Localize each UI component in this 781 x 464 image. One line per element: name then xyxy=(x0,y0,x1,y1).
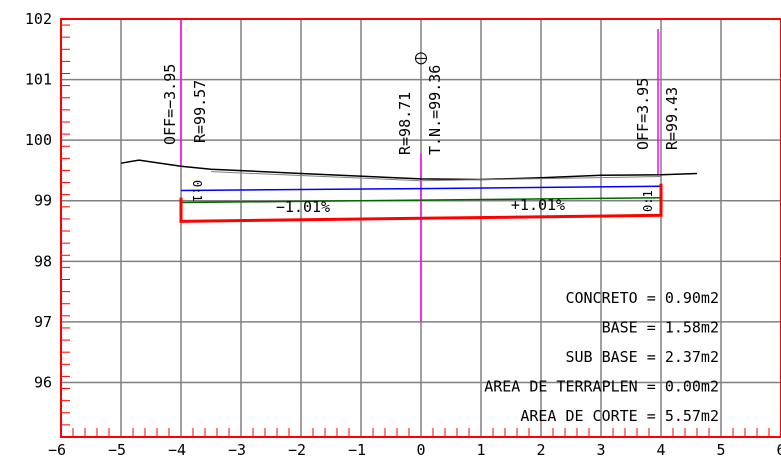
x-tick-label: −2 xyxy=(288,441,306,459)
right-slope-label: +1.01% xyxy=(511,196,565,214)
area-row: AREA DE TERRAPLEN = 0.00m2 xyxy=(484,378,719,396)
center-elevation-label: R=98.71 xyxy=(396,92,414,155)
area-row-value: 0.00m2 xyxy=(665,378,719,396)
y-tick-label: 98 xyxy=(34,252,52,270)
left-talud-label: 0:1 xyxy=(190,180,204,202)
tick-labels: −6 −5 −4 −3 −2 −1 0 1 2 3 4 5 6 102 101 100 99 98 97 96 xyxy=(25,10,781,459)
subgrade-line xyxy=(180,185,662,192)
area-row-name: AREA DE CORTE = xyxy=(520,407,665,425)
x-tick-label: 2 xyxy=(536,441,545,459)
section-geometry xyxy=(120,19,698,322)
right-elevation-label: R=99.43 xyxy=(663,87,681,150)
x-tick-label: −6 xyxy=(48,441,66,459)
area-row-value: 1.58m2 xyxy=(665,319,719,337)
ground-offset-line xyxy=(420,176,662,182)
x-tick-label: −3 xyxy=(228,441,246,459)
center-ground-label: T.N.=99.36 xyxy=(426,65,444,155)
drawing-frame xyxy=(60,18,781,438)
area-row: BASE = 1.58m2 xyxy=(602,319,719,337)
annotations: OFF=−3.95 R=99.57 R=98.71 T.N.=99.36 OFF=3.9… xyxy=(161,64,681,216)
left-elevation-label: R=99.57 xyxy=(191,80,209,143)
ground-offset-line xyxy=(210,171,422,182)
right-offset-label: OFF=3.95 xyxy=(634,78,652,150)
x-tick-label: 6 xyxy=(776,441,781,459)
y-tick-label: 96 xyxy=(34,373,52,391)
right-talud-label: 0:1 xyxy=(641,190,655,212)
area-row-name: CONCRETO = xyxy=(565,289,664,307)
area-row-name: SUB BASE = xyxy=(565,348,664,366)
x-tick-label: 5 xyxy=(716,441,725,459)
area-row: AREA DE CORTE = 5.57m2 xyxy=(520,407,719,425)
y-tick-label: 99 xyxy=(34,192,52,210)
y-tick-label: 101 xyxy=(25,71,52,89)
area-row-name: AREA DE TERRAPLEN = xyxy=(484,378,665,396)
area-row-value: 0.90m2 xyxy=(665,289,719,307)
x-tick-label: −5 xyxy=(108,441,126,459)
ground-line xyxy=(120,159,698,181)
y-tick-label: 97 xyxy=(34,313,52,331)
x-tick-label: 3 xyxy=(596,441,605,459)
x-tick-label: −4 xyxy=(168,441,186,459)
area-row: SUB BASE = 2.37m2 xyxy=(565,348,719,366)
x-tick-label: 1 xyxy=(476,441,485,459)
axis-minor-ticks xyxy=(61,24,770,438)
y-tick-label: 102 xyxy=(25,10,52,28)
pavement-surface-line xyxy=(180,196,662,204)
x-tick-label: 0 xyxy=(416,441,425,459)
y-tick-label: 100 xyxy=(25,131,52,149)
left-slope-label: −1.01% xyxy=(276,198,330,216)
x-tick-label: −1 xyxy=(348,441,366,459)
left-offset-label: OFF=−3.95 xyxy=(161,64,179,145)
area-row-value: 2.37m2 xyxy=(665,348,719,366)
area-row-value: 5.57m2 xyxy=(665,407,719,425)
area-row-name: BASE = xyxy=(602,319,665,337)
area-row: CONCRETO = 0.90m2 xyxy=(565,289,719,307)
x-tick-label: 4 xyxy=(656,441,665,459)
